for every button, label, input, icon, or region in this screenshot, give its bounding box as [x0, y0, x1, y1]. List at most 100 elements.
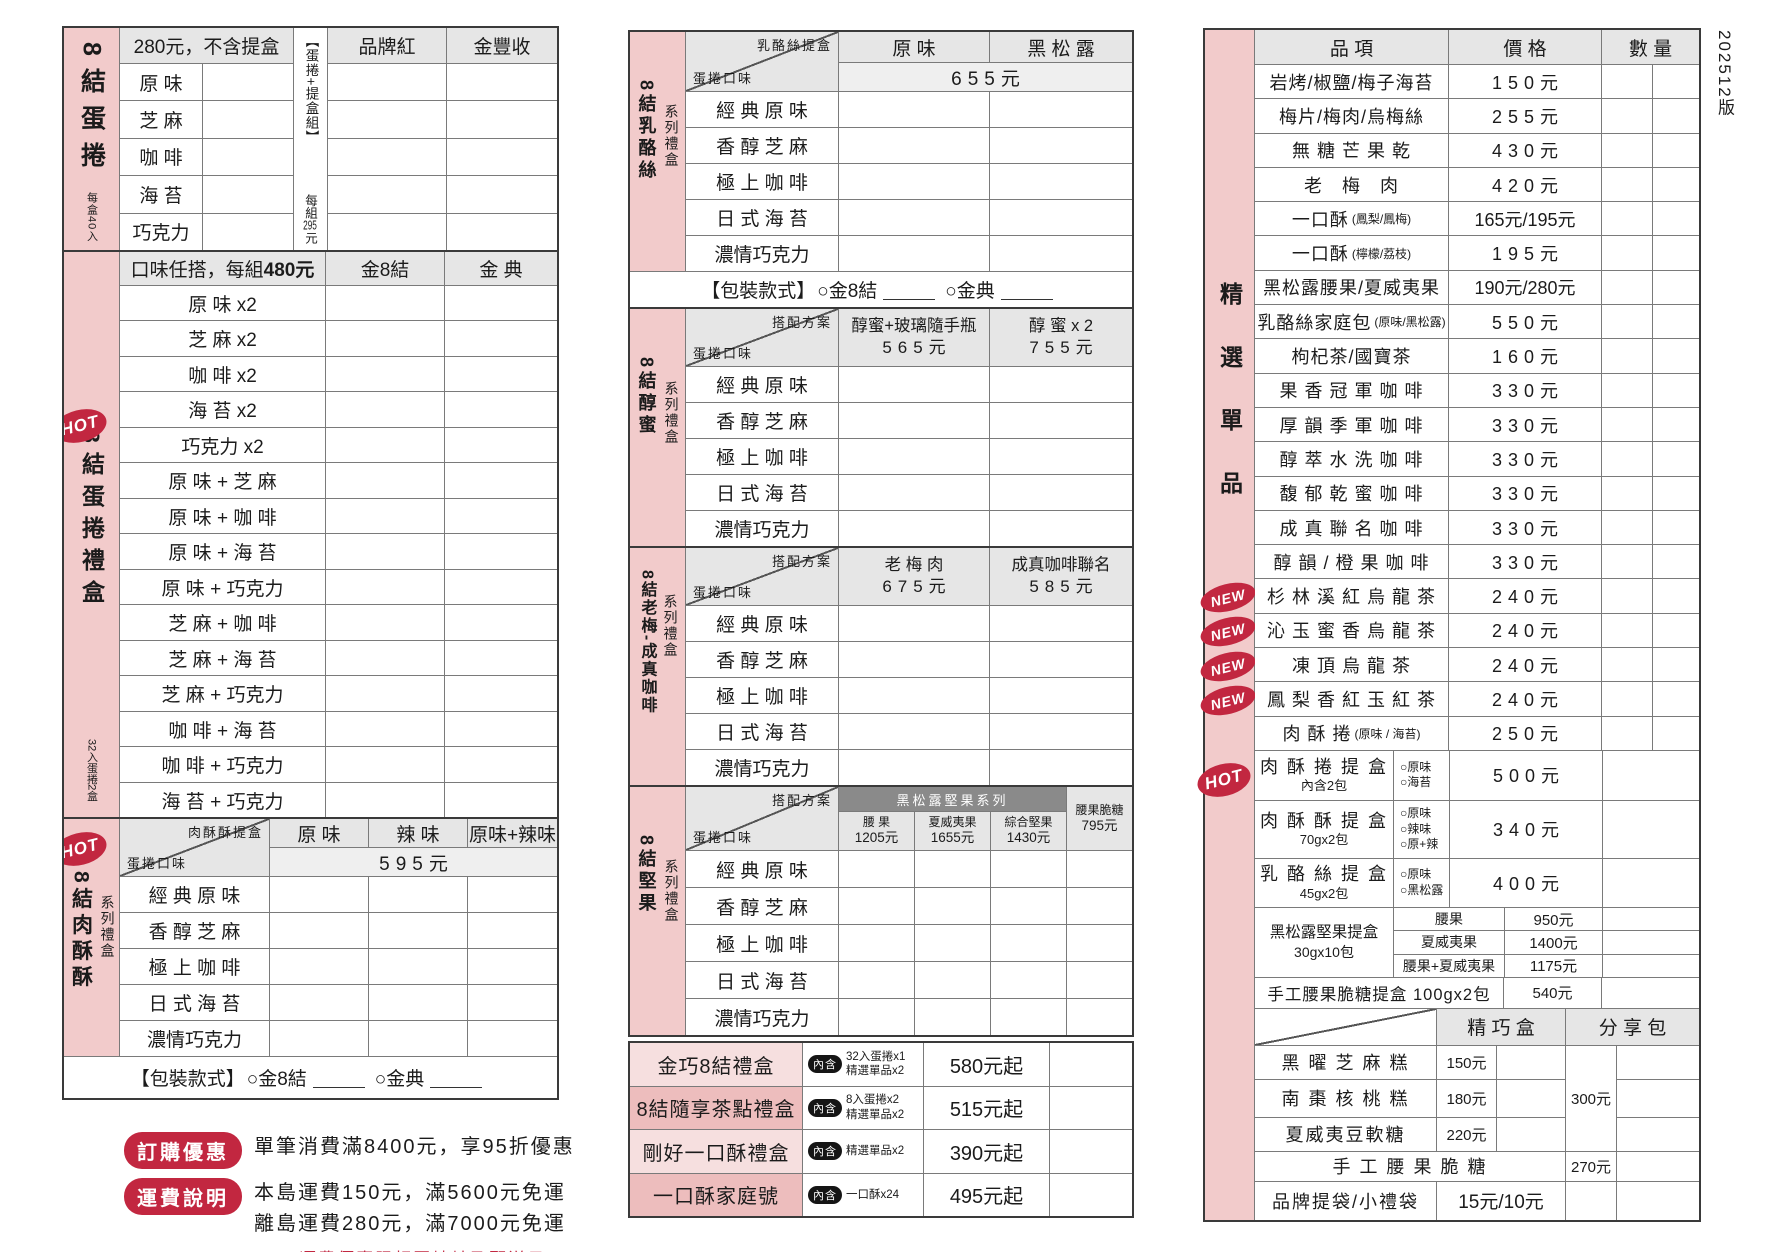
qty-cell[interactable] [1602, 682, 1652, 716]
qty-cell[interactable] [990, 714, 1132, 749]
qty-cell[interactable] [839, 475, 989, 510]
qty-cell[interactable] [1653, 442, 1699, 476]
qty-cell[interactable] [328, 138, 446, 176]
qty-cell[interactable] [1653, 373, 1699, 407]
qty-cell[interactable] [445, 569, 557, 605]
qty-cell[interactable] [445, 711, 557, 747]
qty-cell[interactable] [1653, 682, 1699, 716]
qty-cell[interactable] [1653, 716, 1699, 750]
qty-cell[interactable] [839, 236, 989, 271]
qty-cell[interactable] [468, 913, 557, 949]
option-choice[interactable]: ○原味 [1400, 759, 1432, 774]
qty-cell[interactable] [1617, 1045, 1699, 1079]
qty-cell[interactable] [990, 511, 1132, 546]
qty-cell[interactable] [447, 213, 557, 250]
qty-cell[interactable] [1653, 407, 1699, 442]
qty-cell[interactable] [1602, 716, 1652, 750]
qty-cell[interactable] [990, 606, 1132, 641]
qty-cell[interactable] [445, 356, 557, 392]
qty-cell[interactable] [1653, 510, 1699, 545]
qty-cell[interactable] [326, 569, 444, 605]
qty-cell[interactable] [1602, 579, 1652, 613]
qty-cell[interactable] [1602, 99, 1652, 133]
qty-cell[interactable] [1566, 1181, 1616, 1220]
qty-cell[interactable] [1602, 407, 1652, 442]
qty-cell[interactable] [1602, 476, 1652, 510]
qty-cell[interactable] [990, 678, 1132, 713]
qty-cell[interactable] [369, 877, 467, 913]
qty-cell[interactable] [839, 714, 989, 749]
qty-cell[interactable] [1602, 510, 1652, 545]
qty-cell[interactable] [1653, 270, 1699, 305]
qty-cell[interactable] [1603, 931, 1699, 954]
qty-cell[interactable] [1602, 65, 1652, 99]
qty-cell[interactable] [445, 782, 557, 818]
qty-cell[interactable] [990, 92, 1132, 127]
qty-cell[interactable] [839, 642, 989, 677]
qty-cell[interactable] [328, 101, 446, 138]
qty-cell[interactable] [839, 962, 914, 998]
qty-cell[interactable] [445, 605, 557, 640]
qty-cell[interactable] [447, 176, 557, 213]
qty-cell[interactable] [990, 236, 1132, 271]
package-option[interactable]: ○金典 [945, 281, 995, 302]
qty-cell[interactable] [203, 64, 293, 101]
qty-cell[interactable] [839, 200, 989, 235]
qty-cell[interactable] [990, 750, 1132, 785]
option-choice[interactable]: ○黑松露 [1400, 882, 1444, 897]
qty-cell[interactable] [447, 138, 557, 176]
qty-cell[interactable] [1067, 851, 1132, 887]
qty-cell[interactable] [369, 985, 467, 1021]
qty-cell[interactable] [270, 985, 368, 1021]
qty-cell[interactable] [445, 463, 557, 498]
qty-cell[interactable] [369, 1021, 467, 1057]
qty-cell[interactable] [328, 213, 446, 250]
fill-in-line[interactable] [312, 1067, 365, 1089]
qty-cell[interactable] [1602, 648, 1652, 682]
qty-cell[interactable] [915, 999, 990, 1035]
qty-cell[interactable] [1653, 339, 1699, 373]
qty-cell[interactable] [991, 999, 1066, 1035]
qty-cell[interactable] [839, 606, 989, 641]
qty-cell[interactable] [1602, 202, 1652, 236]
qty-cell[interactable] [1602, 339, 1652, 373]
qty-cell[interactable] [1603, 800, 1699, 858]
qty-cell[interactable] [1653, 476, 1699, 510]
qty-cell[interactable] [445, 427, 557, 463]
qty-cell[interactable] [1050, 1086, 1132, 1129]
qty-cell[interactable] [839, 164, 989, 199]
qty-cell[interactable] [326, 711, 444, 747]
qty-cell[interactable] [839, 128, 989, 163]
qty-cell[interactable] [203, 101, 293, 138]
qty-cell[interactable] [839, 925, 914, 961]
qty-cell[interactable] [328, 64, 446, 101]
qty-cell[interactable] [326, 427, 444, 463]
qty-cell[interactable] [839, 999, 914, 1035]
qty-cell[interactable] [326, 747, 444, 782]
qty-cell[interactable] [1602, 236, 1652, 270]
qty-cell[interactable] [990, 439, 1132, 474]
qty-cell[interactable] [839, 511, 989, 546]
qty-cell[interactable] [447, 101, 557, 138]
qty-cell[interactable] [990, 200, 1132, 235]
qty-cell[interactable] [1653, 65, 1699, 99]
qty-cell[interactable] [1617, 1117, 1699, 1151]
qty-cell[interactable] [1602, 613, 1652, 648]
qty-cell[interactable] [328, 176, 446, 213]
qty-cell[interactable] [1497, 1045, 1565, 1079]
qty-cell[interactable] [1617, 1151, 1699, 1181]
qty-cell[interactable] [445, 534, 557, 569]
qty-cell[interactable] [270, 1021, 368, 1057]
qty-cell[interactable] [1653, 545, 1699, 579]
qty-cell[interactable] [270, 913, 368, 949]
qty-cell[interactable] [1653, 99, 1699, 133]
qty-cell[interactable] [1603, 858, 1699, 907]
qty-cell[interactable] [1602, 977, 1699, 1008]
qty-cell[interactable] [326, 605, 444, 640]
qty-cell[interactable] [915, 851, 990, 887]
qty-cell[interactable] [1050, 1043, 1132, 1086]
qty-cell[interactable] [1603, 907, 1699, 931]
qty-cell[interactable] [1050, 1173, 1132, 1216]
qty-cell[interactable] [839, 851, 914, 887]
qty-cell[interactable] [447, 64, 557, 101]
